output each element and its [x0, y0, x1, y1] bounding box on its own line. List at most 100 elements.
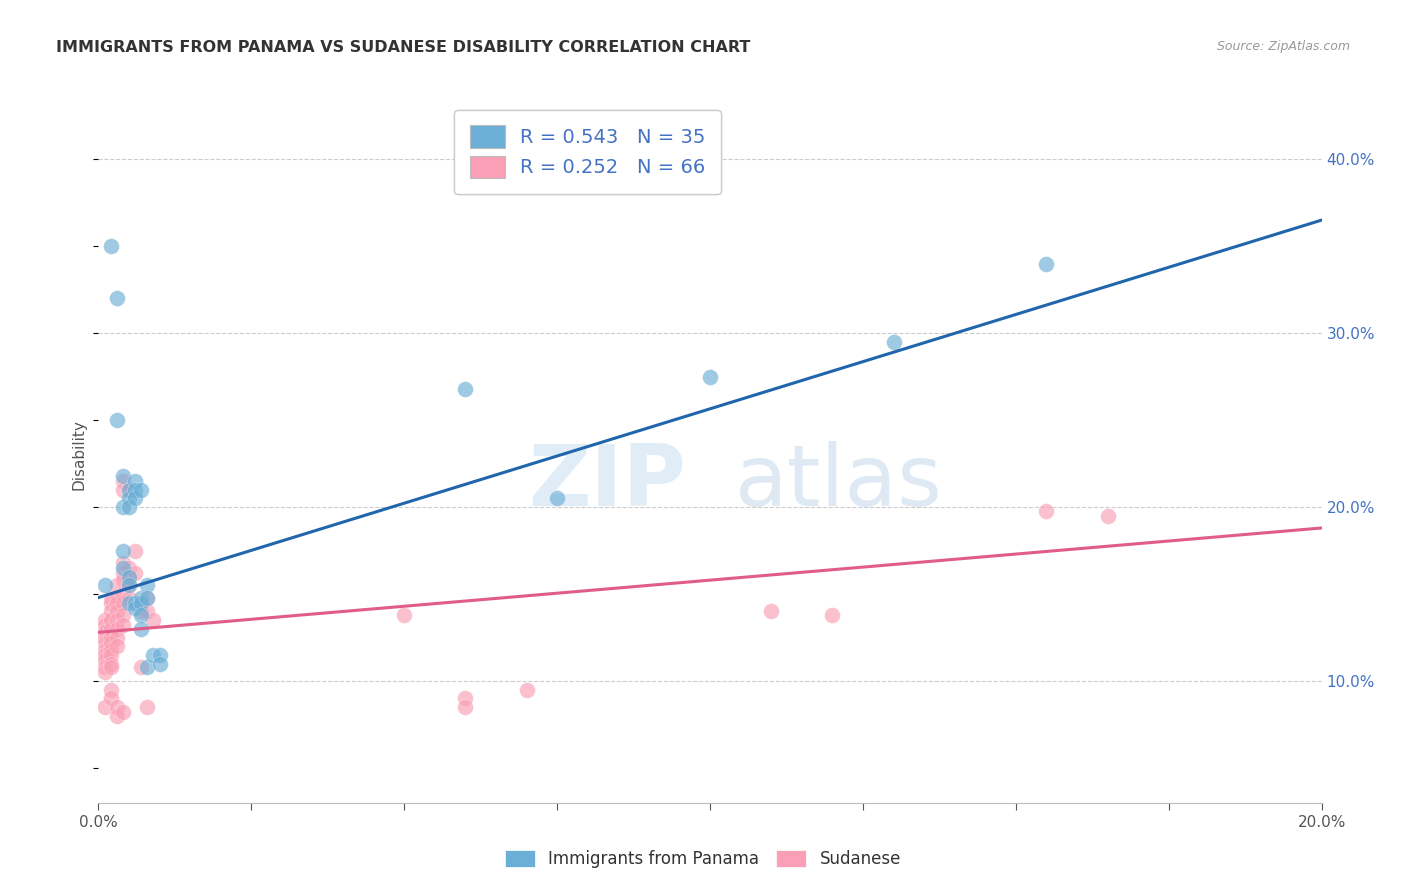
Point [93, 578, 115, 592]
Point [105, 631, 128, 645]
Point [1035, 503, 1057, 517]
Point [546, 491, 568, 506]
Text: Source: ZipAtlas.com: Source: ZipAtlas.com [1216, 40, 1350, 54]
Point [93, 625, 115, 640]
Point [105, 591, 128, 605]
Point [129, 605, 152, 619]
Point [100, 613, 122, 627]
Point [136, 700, 159, 714]
Point [93, 660, 115, 674]
Point [1097, 508, 1119, 523]
Point [124, 483, 146, 497]
Point [124, 543, 146, 558]
Point [111, 587, 134, 601]
Point [111, 543, 134, 558]
Point [93, 613, 115, 627]
Point [105, 613, 128, 627]
Point [118, 483, 141, 497]
Point [136, 578, 159, 592]
Point [118, 591, 141, 605]
Point [883, 334, 905, 349]
Point [124, 566, 146, 581]
Point [118, 483, 141, 497]
Point [1035, 256, 1057, 270]
Point [100, 239, 122, 253]
Point [93, 648, 115, 662]
Point [118, 500, 141, 514]
Point [111, 566, 134, 581]
Point [136, 605, 159, 619]
Point [124, 601, 146, 615]
Point [118, 578, 141, 592]
Point [129, 660, 152, 674]
Point [105, 596, 128, 610]
Point [100, 642, 122, 657]
Point [454, 700, 477, 714]
Text: atlas: atlas [734, 442, 942, 524]
Point [111, 596, 134, 610]
Point [142, 613, 165, 627]
Point [454, 691, 477, 706]
Point [100, 660, 122, 674]
Point [105, 578, 128, 592]
Point [129, 596, 152, 610]
Point [118, 569, 141, 583]
Point [105, 639, 128, 653]
Point [93, 653, 115, 667]
Point [93, 665, 115, 680]
Point [149, 657, 172, 671]
Point [759, 605, 782, 619]
Point [105, 291, 128, 305]
Point [111, 573, 134, 587]
Point [100, 657, 122, 671]
Point [118, 569, 141, 583]
Point [105, 605, 128, 619]
Point [129, 607, 152, 622]
Point [111, 607, 134, 622]
Point [93, 642, 115, 657]
Point [111, 500, 134, 514]
Point [111, 706, 134, 720]
Point [129, 596, 152, 610]
Point [129, 591, 152, 605]
Point [136, 660, 159, 674]
Point [136, 591, 159, 605]
Y-axis label: Disability: Disability [72, 419, 87, 491]
Point [100, 691, 122, 706]
Point [111, 468, 134, 483]
Point [118, 578, 141, 592]
Text: IMMIGRANTS FROM PANAMA VS SUDANESE DISABILITY CORRELATION CHART: IMMIGRANTS FROM PANAMA VS SUDANESE DISAB… [56, 40, 751, 55]
Point [821, 607, 844, 622]
Point [100, 591, 122, 605]
Legend: R = 0.543   N = 35, R = 0.252   N = 66: R = 0.543 N = 35, R = 0.252 N = 66 [454, 110, 721, 194]
Point [100, 622, 122, 636]
Point [100, 605, 122, 619]
Point [111, 556, 134, 570]
Point [111, 561, 134, 575]
Point [118, 491, 141, 506]
Point [105, 622, 128, 636]
Point [93, 636, 115, 650]
Point [111, 474, 134, 488]
Point [100, 648, 122, 662]
Point [100, 636, 122, 650]
Point [118, 596, 141, 610]
Point [136, 591, 159, 605]
Point [516, 682, 538, 697]
Point [392, 607, 416, 622]
Point [454, 382, 477, 396]
Legend: Immigrants from Panama, Sudanese: Immigrants from Panama, Sudanese [499, 843, 907, 875]
Point [142, 648, 165, 662]
Point [124, 474, 146, 488]
Text: ZIP: ZIP [527, 442, 686, 524]
Point [100, 596, 122, 610]
Point [118, 561, 141, 575]
Point [124, 491, 146, 506]
Point [149, 648, 172, 662]
Point [93, 700, 115, 714]
Point [100, 631, 122, 645]
Point [93, 631, 115, 645]
Point [129, 483, 152, 497]
Point [129, 622, 152, 636]
Point [105, 700, 128, 714]
